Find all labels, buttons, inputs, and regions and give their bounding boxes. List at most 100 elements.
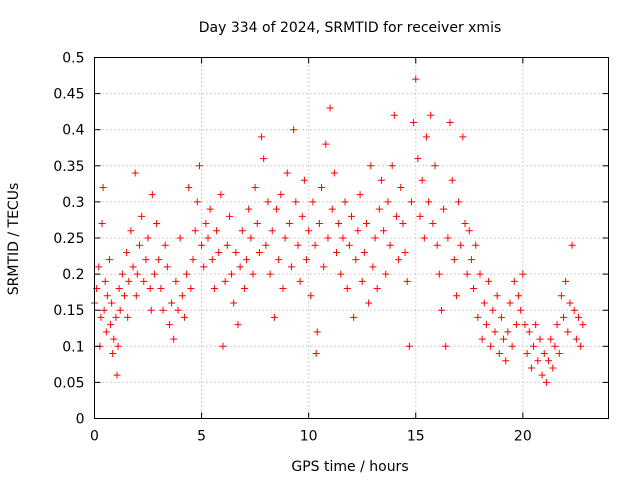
data-point bbox=[437, 306, 445, 314]
data-point bbox=[459, 133, 467, 141]
data-point bbox=[367, 162, 375, 170]
x-tick-label: 5 bbox=[197, 429, 206, 445]
data-point bbox=[277, 191, 285, 199]
data-point bbox=[525, 328, 533, 336]
data-point bbox=[545, 357, 553, 365]
data-point bbox=[155, 256, 163, 264]
data-point bbox=[532, 321, 540, 329]
axis-ticks: 0 0.05 0.1 0.15 0.2 0.25 0.3 0.35 0.4 0.45 0.5 0 5 10… bbox=[53, 51, 609, 445]
data-point bbox=[519, 270, 527, 278]
data-point bbox=[210, 285, 218, 293]
data-point bbox=[450, 256, 458, 264]
data-point bbox=[113, 371, 121, 379]
data-point bbox=[215, 248, 223, 256]
y-tick-label: 0.3 bbox=[62, 195, 84, 211]
data-point bbox=[202, 220, 210, 228]
data-point bbox=[147, 306, 155, 314]
data-point bbox=[232, 248, 240, 256]
data-point bbox=[493, 292, 501, 300]
data-point bbox=[120, 292, 128, 300]
data-point bbox=[230, 299, 238, 307]
data-point bbox=[412, 75, 420, 83]
data-point bbox=[570, 306, 578, 314]
data-point bbox=[446, 118, 454, 126]
data-point bbox=[191, 227, 199, 235]
data-point bbox=[431, 162, 439, 170]
data-point bbox=[123, 248, 131, 256]
data-point bbox=[517, 306, 525, 314]
data-point bbox=[577, 342, 585, 350]
data-point bbox=[508, 342, 516, 350]
data-point bbox=[189, 256, 197, 264]
data-point bbox=[375, 205, 383, 213]
data-point bbox=[515, 292, 523, 300]
y-tick-label: 0.15 bbox=[53, 303, 84, 319]
data-point bbox=[461, 220, 469, 228]
data-point bbox=[292, 198, 300, 206]
data-point bbox=[444, 234, 452, 242]
data-point bbox=[315, 220, 323, 228]
data-point bbox=[414, 155, 422, 163]
data-point bbox=[553, 321, 561, 329]
data-point bbox=[568, 241, 576, 249]
data-point bbox=[564, 328, 572, 336]
data-point bbox=[180, 313, 188, 321]
data-point bbox=[268, 227, 276, 235]
data-point bbox=[157, 285, 165, 293]
data-point bbox=[448, 176, 456, 184]
y-tick-label: 0.05 bbox=[53, 375, 84, 391]
data-point bbox=[386, 241, 394, 249]
data-point bbox=[560, 313, 568, 321]
data-point bbox=[258, 133, 266, 141]
data-point bbox=[129, 263, 137, 271]
data-point bbox=[497, 313, 505, 321]
data-point bbox=[303, 256, 311, 264]
data-point bbox=[322, 140, 330, 148]
data-point bbox=[485, 277, 493, 285]
data-point bbox=[132, 292, 140, 300]
data-point bbox=[281, 234, 289, 242]
data-point bbox=[538, 371, 546, 379]
data-point bbox=[500, 335, 508, 343]
data-point bbox=[283, 169, 291, 177]
y-tick-label: 0 bbox=[76, 412, 85, 428]
data-point bbox=[401, 248, 409, 256]
data-point bbox=[236, 263, 244, 271]
data-point bbox=[223, 241, 231, 249]
x-axis-label: GPS time / hours bbox=[291, 459, 408, 475]
data-point bbox=[198, 241, 206, 249]
x-tick-label: 0 bbox=[90, 429, 99, 445]
data-point bbox=[217, 191, 225, 199]
data-point bbox=[112, 313, 120, 321]
data-point bbox=[105, 256, 113, 264]
y-tick-label: 0.4 bbox=[62, 123, 84, 139]
y-tick-label: 0.2 bbox=[62, 267, 84, 283]
data-point bbox=[354, 227, 362, 235]
data-point bbox=[360, 248, 368, 256]
data-point bbox=[384, 198, 392, 206]
data-point bbox=[99, 183, 107, 191]
data-point bbox=[285, 220, 293, 228]
data-point bbox=[114, 342, 122, 350]
data-point bbox=[183, 270, 191, 278]
data-point bbox=[403, 277, 411, 285]
data-point bbox=[103, 292, 111, 300]
data-point bbox=[335, 220, 343, 228]
data-point bbox=[320, 263, 328, 271]
data-point bbox=[213, 227, 221, 235]
data-point bbox=[208, 256, 216, 264]
chart-title: Day 334 of 2024, SRMTID for receiver xmi… bbox=[199, 20, 502, 36]
data-point bbox=[255, 248, 263, 256]
data-point bbox=[312, 350, 320, 358]
data-point bbox=[260, 155, 268, 163]
data-point bbox=[221, 277, 229, 285]
data-point bbox=[247, 234, 255, 242]
data-point bbox=[534, 357, 542, 365]
data-point bbox=[557, 292, 565, 300]
y-tick-label: 0.5 bbox=[62, 51, 84, 67]
x-tick-label: 10 bbox=[300, 429, 318, 445]
data-point bbox=[399, 220, 407, 228]
y-tick-label: 0.35 bbox=[53, 159, 84, 175]
data-point bbox=[159, 306, 167, 314]
grid-lines bbox=[94, 57, 609, 419]
